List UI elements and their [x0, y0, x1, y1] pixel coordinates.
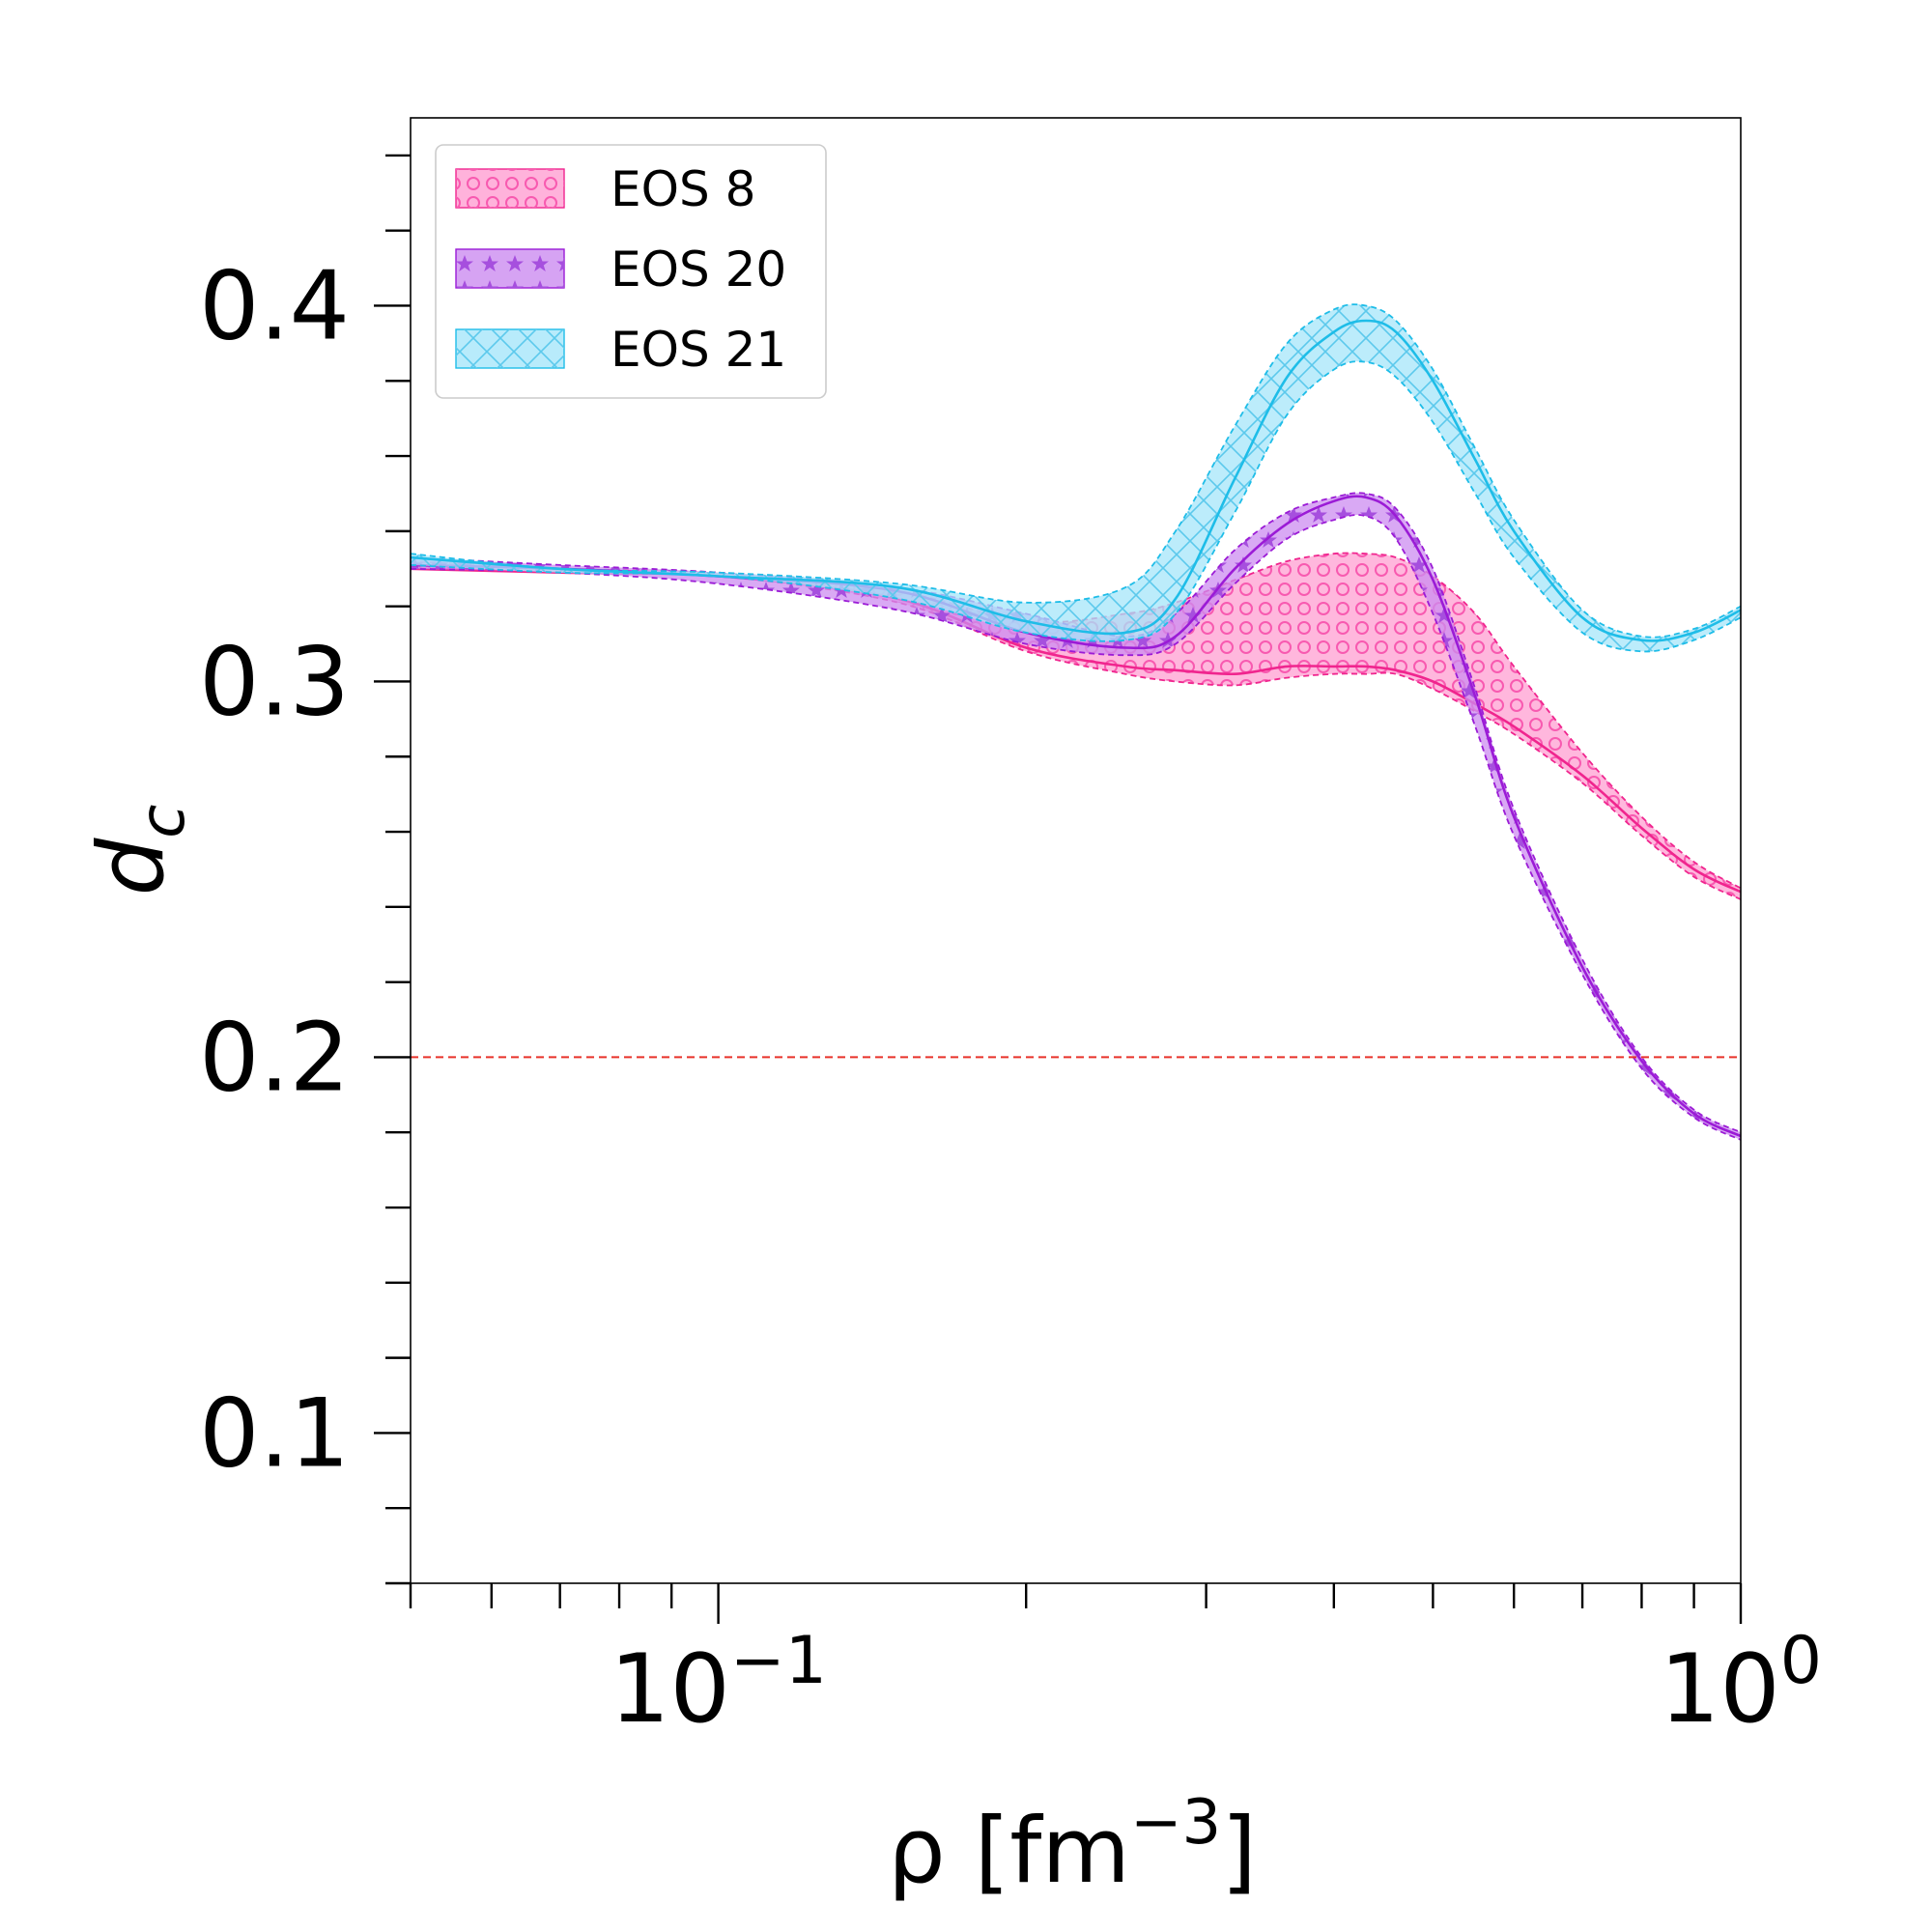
legend-item-eos-8: EOS 8 [455, 161, 755, 217]
y-tick-label: 0.3 [199, 627, 350, 737]
legend-swatch-pattern-eos-8 [456, 169, 564, 208]
legend-label-eos-20: EOS 20 [611, 242, 786, 298]
band-lower-eos-8 [411, 567, 1741, 900]
legend-label-eos-21: EOS 21 [611, 322, 786, 378]
y-axis-label-subscript: c [128, 805, 199, 838]
legend-item-eos-20: EOS 20 [455, 242, 786, 298]
x-tick-label: 100 [1660, 1623, 1822, 1745]
y-tick-label: 0.1 [199, 1378, 350, 1489]
band-upper-eos-21 [411, 303, 1741, 639]
y-axis-label: dc [79, 805, 199, 896]
band-pattern-eos-21 [411, 304, 1741, 652]
legend-swatch-pattern-eos-20 [456, 249, 564, 288]
band-upper-eos-20 [411, 492, 1741, 1134]
legend-swatch-pattern-eos-21 [456, 329, 564, 368]
y-tick-label: 0.2 [199, 1003, 350, 1113]
legend-item-eos-21: EOS 21 [455, 322, 786, 378]
line-eos-21 [411, 319, 1741, 642]
legend: EOS 8 EOS 20 EOS 21 [435, 144, 827, 399]
y-tick-label: 0.4 [199, 251, 350, 361]
band-lower-eos-21 [411, 360, 1741, 653]
series-eos-21 [411, 303, 1741, 653]
y-axis: 0.1 0.2 0.3 0.4 [199, 154, 411, 1585]
legend-label-eos-8: EOS 8 [611, 161, 755, 217]
x-axis-label-exponent: −3 [1130, 1787, 1221, 1859]
x-axis-label: ρ [fm−3] [888, 1787, 1257, 1904]
band-pattern-eos-8 [411, 553, 1741, 900]
x-axis-label-main: ρ [fm [888, 1799, 1130, 1904]
band-lower-eos-20 [411, 514, 1741, 1141]
plot-frame [410, 117, 1742, 1584]
bands-layer [411, 303, 1741, 1141]
y-axis-label-main: d [79, 837, 185, 895]
x-tick-label: 10−1 [610, 1623, 827, 1745]
x-axis: 10−1 100 [409, 1583, 1822, 1745]
x-axis-label-close: ] [1221, 1799, 1257, 1904]
